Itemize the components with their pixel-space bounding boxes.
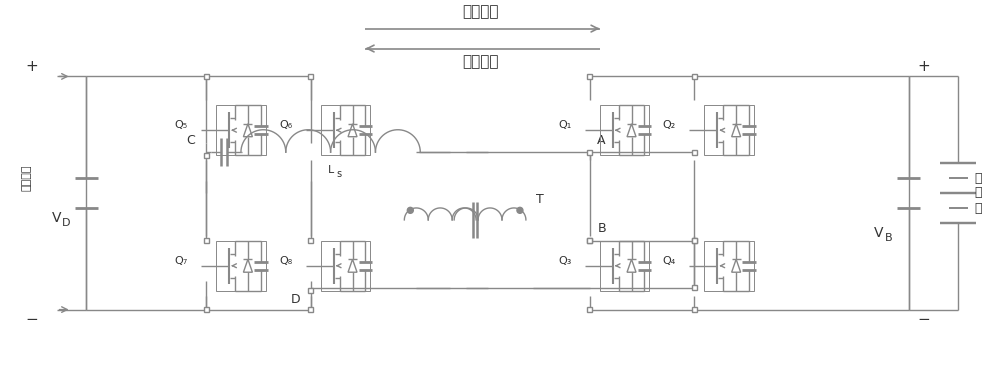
- Bar: [587, 150, 592, 155]
- Bar: [204, 238, 209, 243]
- Bar: [587, 307, 592, 312]
- Text: B: B: [885, 233, 892, 243]
- Text: V: V: [52, 211, 61, 225]
- Text: +: +: [917, 59, 930, 74]
- Bar: [308, 288, 313, 293]
- Text: Q₁: Q₁: [558, 120, 571, 130]
- Bar: [308, 238, 313, 243]
- Bar: [204, 152, 209, 157]
- Text: Q₃: Q₃: [558, 256, 571, 266]
- Circle shape: [407, 207, 413, 213]
- Bar: [308, 307, 313, 312]
- Bar: [216, 241, 266, 291]
- Bar: [704, 241, 754, 291]
- Bar: [216, 105, 266, 155]
- Bar: [692, 74, 697, 79]
- Text: Q₅: Q₅: [175, 120, 188, 130]
- Text: C: C: [187, 134, 195, 147]
- Bar: [321, 241, 370, 291]
- Text: 蓄
电
池: 蓄 电 池: [975, 171, 982, 215]
- Bar: [692, 150, 697, 155]
- Text: D: D: [291, 293, 301, 306]
- Bar: [587, 238, 592, 243]
- Bar: [587, 238, 592, 243]
- Text: 放电方向: 放电方向: [462, 54, 498, 69]
- Text: A: A: [597, 134, 606, 147]
- Bar: [600, 241, 649, 291]
- Bar: [204, 74, 209, 79]
- Text: V: V: [874, 226, 883, 240]
- Text: 充电方向: 充电方向: [462, 4, 498, 19]
- Circle shape: [517, 207, 523, 213]
- Bar: [692, 238, 697, 243]
- Bar: [600, 105, 649, 155]
- Text: Q₈: Q₈: [279, 256, 292, 266]
- Text: T: T: [536, 193, 544, 207]
- Bar: [204, 307, 209, 312]
- Text: −: −: [25, 312, 38, 327]
- Bar: [692, 307, 697, 312]
- Text: B: B: [597, 222, 606, 235]
- Text: 直流母线: 直流母线: [22, 165, 32, 191]
- Bar: [321, 105, 370, 155]
- Text: Q₆: Q₆: [279, 120, 292, 130]
- Text: L: L: [327, 165, 334, 175]
- Text: +: +: [25, 59, 38, 74]
- Bar: [704, 105, 754, 155]
- Bar: [587, 74, 592, 79]
- Text: Q₂: Q₂: [663, 120, 676, 130]
- Text: Q₄: Q₄: [663, 256, 676, 266]
- Text: Q₇: Q₇: [175, 256, 188, 266]
- Bar: [692, 238, 697, 243]
- Text: D: D: [62, 218, 71, 228]
- Bar: [692, 285, 697, 290]
- Text: s: s: [336, 169, 341, 179]
- Text: −: −: [917, 312, 930, 327]
- Bar: [308, 74, 313, 79]
